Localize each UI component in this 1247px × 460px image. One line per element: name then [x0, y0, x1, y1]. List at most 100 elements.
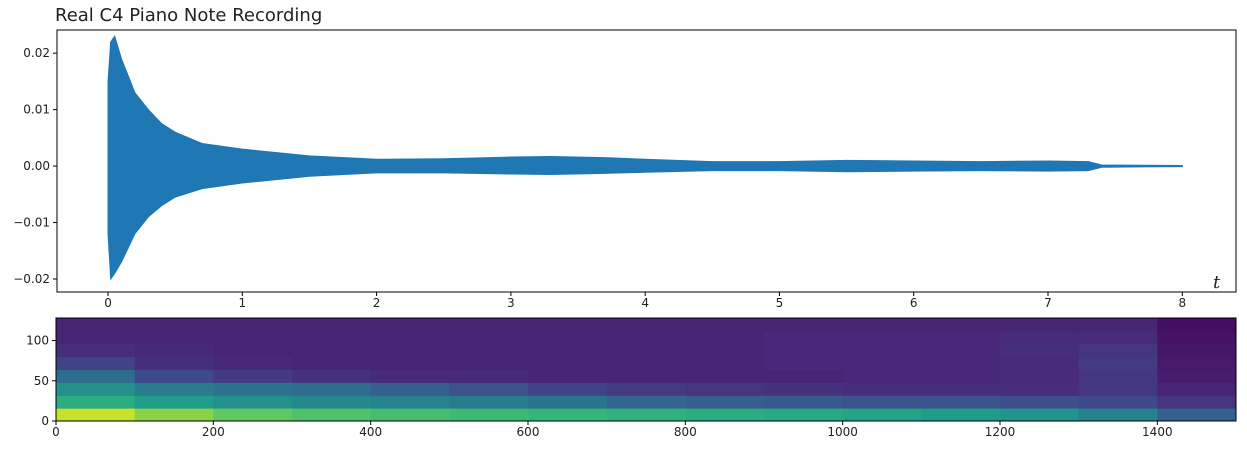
x-tick-label: 0	[52, 425, 60, 439]
chart-title: Real C4 Piano Note Recording	[55, 5, 322, 26]
heatmap-cell	[449, 356, 529, 370]
heatmap-cell	[1000, 330, 1080, 345]
heatmap-cell	[449, 369, 529, 383]
heatmap-cell	[606, 343, 686, 358]
heatmap-cell	[685, 343, 765, 358]
heatmap-cell	[921, 318, 1001, 332]
heatmap-cell	[606, 356, 686, 370]
heatmap-cell	[606, 369, 686, 383]
heatmap-cell	[606, 382, 686, 396]
x-tick-label: 3	[507, 296, 515, 310]
heatmap-cell	[292, 318, 372, 332]
heatmap-cell	[370, 318, 450, 332]
heatmap-cell	[1157, 408, 1237, 422]
heatmap-cell	[842, 318, 922, 332]
y-tick-label: −0.01	[13, 216, 50, 230]
heatmap-cell	[842, 343, 922, 358]
plot-frame	[56, 29, 1237, 293]
x-tick-label: 2	[373, 296, 381, 310]
heatmap-cell	[134, 356, 214, 370]
heatmap-cell	[292, 369, 372, 383]
heatmap-cell	[449, 382, 529, 396]
heatmap-cell	[685, 356, 765, 370]
x-tick-label: 6	[910, 296, 918, 310]
heatmap-cell	[528, 343, 608, 358]
heatmap-cell	[528, 382, 608, 396]
heatmap-cell	[1000, 369, 1080, 383]
heatmap-cell	[292, 356, 372, 370]
heatmap-cell	[842, 382, 922, 396]
heatmap-cell	[292, 408, 372, 422]
heatmap-cell	[685, 318, 765, 332]
heatmap-cell	[764, 382, 844, 396]
heatmap-cell	[1078, 382, 1158, 396]
heatmap-cell	[213, 369, 293, 383]
heatmap-cell	[1000, 382, 1080, 396]
heatmap-cell	[134, 395, 214, 409]
heatmap-cell	[842, 395, 922, 409]
heatmap-cell	[921, 382, 1001, 396]
heatmap-cell	[292, 330, 372, 345]
x-tick-label: 4	[641, 296, 649, 310]
heatmap-cell	[1078, 408, 1158, 422]
heatmap-cell	[449, 343, 529, 358]
heatmap-cell	[1078, 330, 1158, 345]
heatmap-cell	[606, 330, 686, 345]
heatmap-cell	[134, 330, 214, 345]
heatmap-cell	[764, 318, 844, 332]
x-tick-label: 1200	[985, 425, 1016, 439]
heatmap-cell	[56, 356, 136, 370]
heatmap-cell	[56, 369, 136, 383]
heatmap-cell	[685, 330, 765, 345]
heatmap-cell	[134, 343, 214, 358]
heatmap-cell	[921, 408, 1001, 422]
y-tick-label: 100	[26, 334, 49, 348]
heatmap-cell	[764, 356, 844, 370]
heatmap-cell	[1078, 318, 1158, 332]
plot-frame	[55, 317, 1237, 422]
heatmap-cell	[213, 318, 293, 332]
heatmap-cell	[292, 343, 372, 358]
heatmap-cell	[1000, 318, 1080, 332]
x-tick-label: 600	[517, 425, 540, 439]
heatmap-cell	[1157, 382, 1237, 396]
heatmap-cell	[56, 343, 136, 358]
heatmap-cell	[292, 382, 372, 396]
y-tick-label: 0.00	[23, 159, 50, 173]
heatmap-cell	[370, 395, 450, 409]
y-tick-label: 0.02	[23, 46, 50, 60]
x-tick-label: 1000	[827, 425, 858, 439]
heatmap-cell	[685, 395, 765, 409]
heatmap-cell	[921, 330, 1001, 345]
heatmap-cell	[1157, 330, 1237, 345]
heatmap-cell	[370, 382, 450, 396]
heatmap-cell	[685, 408, 765, 422]
heatmap-cell	[1078, 395, 1158, 409]
heatmap-cell	[134, 369, 214, 383]
heatmap-cell	[449, 395, 529, 409]
heatmap-cell	[449, 408, 529, 422]
heatmap-cell	[764, 330, 844, 345]
heatmap-cell	[921, 369, 1001, 383]
heatmap-cell	[842, 408, 922, 422]
heatmap-cell	[1000, 343, 1080, 358]
heatmap-cell	[213, 408, 293, 422]
heatmap-cell	[134, 408, 214, 422]
heatmap-cell	[606, 395, 686, 409]
waveform-lower	[107, 165, 1183, 281]
heatmap-cell	[764, 343, 844, 358]
x-tick-label: 5	[776, 296, 784, 310]
heatmap-cell	[449, 330, 529, 345]
heatmap-cell	[606, 408, 686, 422]
y-tick-label: 0.01	[23, 103, 50, 117]
heatmap-cell	[1157, 395, 1237, 409]
heatmap-cell	[842, 369, 922, 383]
y-tick-label: 50	[34, 374, 49, 388]
heatmap-cell	[1000, 356, 1080, 370]
x-tick-label: 400	[359, 425, 382, 439]
heatmap-cell	[528, 408, 608, 422]
heatmap-cell	[1078, 343, 1158, 358]
heatmap-cell	[213, 356, 293, 370]
